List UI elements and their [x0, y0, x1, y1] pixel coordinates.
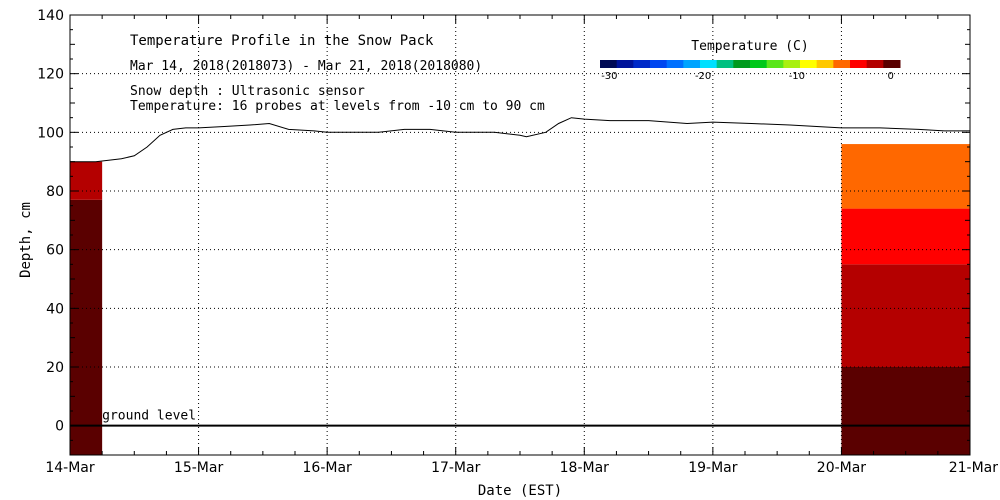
colorbar-swatch [733, 60, 751, 68]
colorbar-swatch [700, 60, 718, 68]
colorbar [600, 60, 901, 68]
colorbar-swatch [600, 60, 618, 68]
snow-depth-line [70, 117, 970, 163]
y-tick-label: 40 [46, 301, 64, 317]
temperature-layer [70, 199, 103, 455]
y-tick-label: 20 [46, 360, 64, 376]
colorbar-swatch [800, 60, 818, 68]
colorbar-swatch [850, 60, 868, 68]
colorbar-swatch [666, 60, 684, 68]
ground-level-label: ground level [102, 409, 196, 424]
temperature-layer [841, 144, 970, 209]
y-tick-label: 140 [37, 8, 64, 24]
x-tick-label: 17-Mar [431, 460, 481, 476]
chart-subtitle: Mar 14, 2018(2018073) - Mar 21, 2018(201… [130, 59, 482, 74]
x-tick-label: 16-Mar [303, 460, 353, 476]
colorbar-swatch [650, 60, 668, 68]
colorbar-swatch [783, 60, 801, 68]
colorbar-title: Temperature (C) [691, 39, 808, 54]
y-tick-label: 100 [37, 125, 64, 141]
temperature-layer [841, 264, 970, 323]
x-tick-label: 19-Mar [688, 460, 738, 476]
x-tick-label: 18-Mar [560, 460, 610, 476]
temperature-layer [841, 208, 970, 265]
colorbar-swatch [866, 60, 884, 68]
x-tick-label: 15-Mar [174, 460, 224, 476]
colorbar-tick-label: 0 [887, 71, 893, 82]
colorbar-swatch [716, 60, 734, 68]
colorbar-swatch [633, 60, 651, 68]
colorbar-swatch [750, 60, 768, 68]
colorbar-swatch [833, 60, 851, 68]
temperature-layer [841, 323, 970, 367]
y-axis-label: Depth, cm [18, 202, 34, 278]
colorbar-swatch [816, 60, 834, 68]
note-temperature: Temperature: 16 probes at levels from -1… [130, 99, 545, 114]
temperature-layer [841, 367, 970, 455]
x-tick-label: 14-Mar [45, 460, 95, 476]
temperature-layer [70, 161, 103, 200]
chart-title: Temperature Profile in the Snow Pack [130, 33, 434, 49]
y-tick-label: 80 [46, 184, 64, 200]
note-snow-depth: Snow depth : Ultrasonic sensor [130, 84, 365, 99]
y-tick-label: 0 [55, 419, 64, 435]
colorbar-swatch [616, 60, 634, 68]
colorbar-tick-label: -30 [601, 71, 617, 82]
temperature-bands [70, 144, 970, 455]
colorbar-tick-label: -20 [695, 71, 711, 82]
gridlines [70, 15, 970, 455]
colorbar-tick-label: -10 [789, 71, 805, 82]
x-axis-ticks: 14-Mar 15-Mar 16-Mar 17-Mar 18-Mar 19-Mar 20-M… [45, 15, 998, 476]
x-tick-label: 20-Mar [817, 460, 867, 476]
colorbar-ticks: -30 -20 -10 0 [601, 71, 894, 82]
colorbar-swatch [883, 60, 901, 68]
y-tick-label: 120 [37, 67, 64, 83]
y-tick-label: 60 [46, 243, 64, 259]
colorbar-swatch [766, 60, 784, 68]
y-axis-ticks: 0 20 40 60 80 100 120 140 [37, 8, 970, 456]
colorbar-swatch [683, 60, 701, 68]
x-tick-label: 21-Mar [949, 460, 999, 476]
x-axis-label: Date (EST) [478, 483, 562, 499]
